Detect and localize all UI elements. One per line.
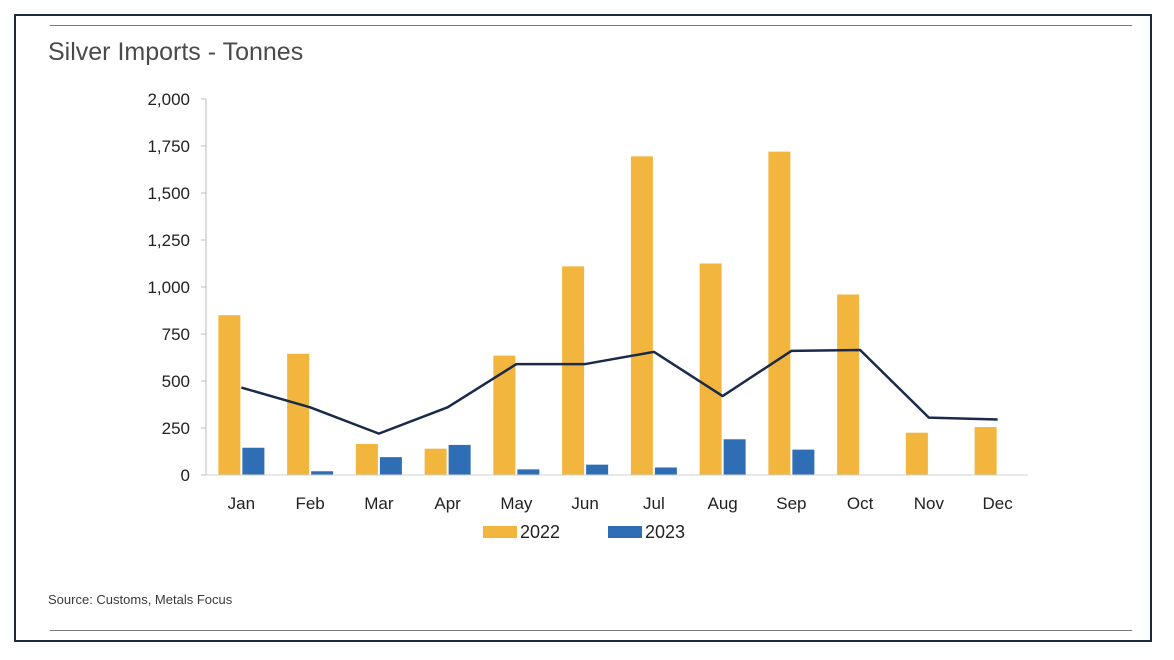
legend-swatch-2022 bbox=[483, 526, 517, 538]
source-note: Source: Customs, Metals Focus bbox=[48, 592, 233, 607]
x-tick-label: Mar bbox=[364, 494, 394, 513]
bar-2022-jan bbox=[218, 315, 241, 475]
bar-2023-jun bbox=[586, 464, 609, 475]
x-tick-label: Jul bbox=[643, 494, 665, 513]
x-tick-label: Sep bbox=[776, 494, 806, 513]
bar-2023-aug bbox=[723, 439, 746, 475]
x-tick-label: Dec bbox=[983, 494, 1014, 513]
bar-2022-oct bbox=[837, 294, 860, 475]
bar-2023-sep bbox=[792, 449, 815, 475]
bar-2023-apr bbox=[448, 444, 471, 475]
bar-2022-aug bbox=[699, 263, 722, 475]
x-tick-label: Oct bbox=[847, 494, 874, 513]
y-tick-label: 0 bbox=[181, 466, 190, 485]
bar-2022-jul bbox=[630, 156, 653, 475]
legend-swatch-2023 bbox=[608, 526, 642, 538]
bar-2023-mar bbox=[379, 457, 402, 475]
chart-plot: 0 250 500 750 1,000 1,250 1,500 1,750 2,000 Jan Fe… bbox=[147, 90, 1028, 542]
y-tick-label: 1,000 bbox=[147, 278, 190, 297]
bar-2022-dec bbox=[974, 427, 997, 475]
top-divider bbox=[50, 25, 1132, 26]
bar-2023-feb bbox=[311, 471, 334, 475]
bar-2022-sep bbox=[768, 151, 791, 475]
x-tick-label: Apr bbox=[434, 494, 461, 513]
y-tick-label: 250 bbox=[162, 419, 190, 438]
bar-2022-may bbox=[493, 355, 516, 475]
bar-2022-feb bbox=[287, 353, 310, 475]
line-series bbox=[241, 348, 998, 435]
x-tick-label: May bbox=[500, 494, 533, 513]
bar-2023-may bbox=[517, 469, 540, 475]
chart-frame: Silver Imports - Tonnes 0 250 500 750 1,000 1… bbox=[14, 14, 1152, 642]
bar-2023-jan bbox=[242, 447, 265, 475]
y-tick-label: 1,750 bbox=[147, 137, 190, 156]
x-tick-label: Jun bbox=[571, 494, 598, 513]
x-tick-label: Aug bbox=[708, 494, 738, 513]
bottom-divider bbox=[50, 630, 1132, 631]
y-tick-label: 750 bbox=[162, 325, 190, 344]
legend-label-2023: 2023 bbox=[645, 522, 685, 542]
y-tick-label: 2,000 bbox=[147, 90, 190, 109]
y-tick-label: 500 bbox=[162, 372, 190, 391]
legend-label-2022: 2022 bbox=[520, 522, 560, 542]
x-tick-label: Feb bbox=[295, 494, 324, 513]
chart-title: Silver Imports - Tonnes bbox=[48, 38, 304, 66]
bar-2022-nov bbox=[905, 432, 928, 475]
bar-2023-jul bbox=[654, 467, 677, 475]
y-tick-label: 1,250 bbox=[147, 231, 190, 250]
x-tick-label: Nov bbox=[914, 494, 945, 513]
bar-2022-jun bbox=[562, 266, 585, 475]
bar-2022-mar bbox=[355, 443, 378, 475]
y-tick-label: 1,500 bbox=[147, 184, 190, 203]
x-tick-label: Jan bbox=[228, 494, 255, 513]
bar-2022-apr bbox=[424, 448, 447, 475]
